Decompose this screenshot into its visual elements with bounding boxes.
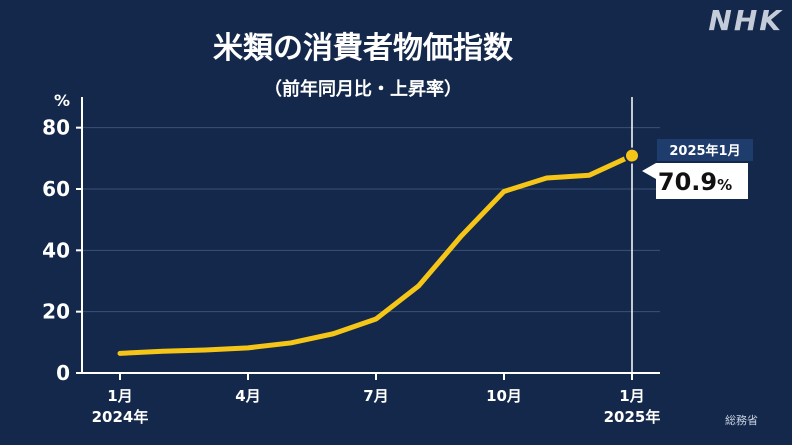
callout-value: 70.9% [658, 168, 732, 196]
y-axis-ticks: 0 20 40 60 80 [42, 116, 82, 385]
callout-pointer [642, 163, 656, 179]
data-point-2025-01 [624, 147, 640, 164]
y-axis-unit: % [54, 91, 70, 110]
x-tick-label-2024-10: 10月 [486, 387, 522, 405]
source-label: 総務省 [725, 413, 758, 427]
nhk-logo: NHK [708, 4, 783, 37]
y-tick-label-0: 0 [56, 361, 70, 385]
callout-value-number: 70.9 [658, 168, 717, 196]
data-points [624, 147, 640, 164]
chart-subtitle: （前年同月比・上昇率） [264, 78, 462, 100]
callout-value-unit: % [717, 176, 732, 194]
y-tick-label-20: 20 [42, 300, 70, 324]
series-line-rice-cpi [117, 153, 635, 356]
gridlines [82, 127, 660, 313]
y-tick-label-60: 60 [42, 177, 70, 201]
callout-date-label: 2025年1月 [669, 143, 740, 159]
x-tick-label-2024-07: 7月 [363, 387, 388, 405]
x-tick-year-2024-01: 2024年 [92, 408, 149, 426]
x-tick-label-2024-01: 1月 [107, 387, 132, 405]
callout-value-box [656, 163, 748, 199]
x-tick-label-2025-01: 1月 [619, 387, 644, 405]
y-tick-label-40: 40 [42, 238, 70, 262]
x-tick-label-2024-04: 4月 [235, 387, 260, 405]
callout-header-bg [657, 139, 753, 161]
x-axis-ticks: 1月 2024年 4月 7月 10月 1月 2025年 [92, 373, 661, 426]
chart-title: 米類の消費者物価指数 [213, 31, 514, 66]
y-tick-label-80: 80 [42, 116, 70, 140]
x-tick-year-2025-01: 2025年 [604, 408, 661, 426]
latest-value-callout: 2025年1月 70.9% [642, 139, 753, 199]
